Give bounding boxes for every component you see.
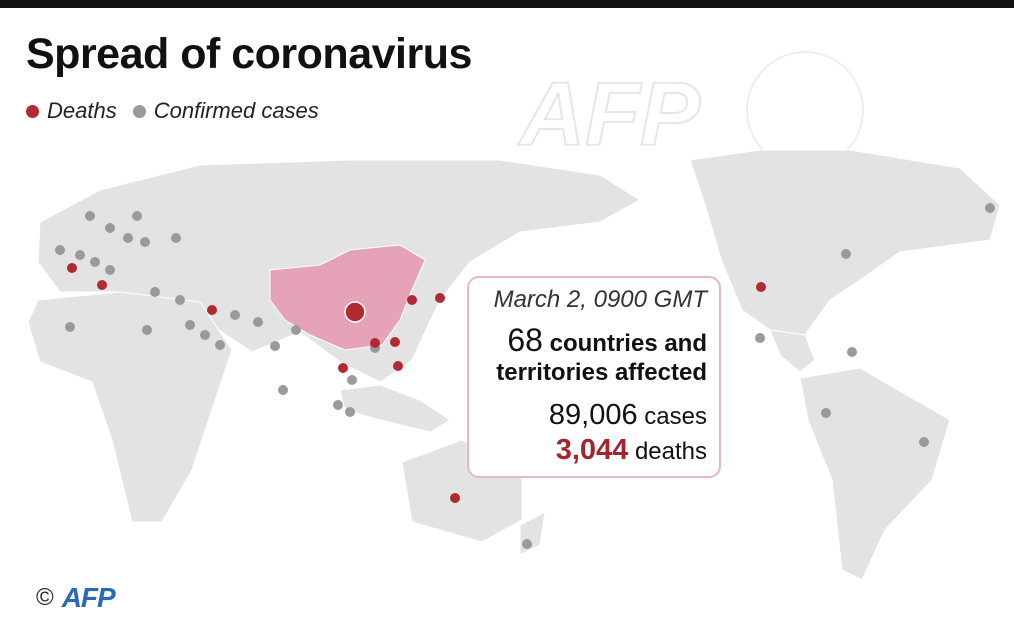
countries-count: 68 (507, 321, 543, 358)
case-dot (132, 211, 142, 221)
case-dot (55, 245, 65, 255)
case-dot (278, 385, 288, 395)
death-dot (450, 493, 460, 503)
case-dot (90, 257, 100, 267)
death-dot (390, 337, 400, 347)
credit: © AFP (36, 582, 116, 614)
case-dot (270, 341, 280, 351)
legend: Deaths Confirmed cases (26, 98, 319, 124)
case-dot (985, 203, 995, 213)
death-dot (407, 295, 417, 305)
case-dot (291, 325, 301, 335)
death-dot (338, 363, 348, 373)
legend-swatch (26, 104, 39, 118)
cases-label: cases (644, 402, 707, 430)
case-dot (142, 325, 152, 335)
afp-logo: AFP (61, 582, 116, 613)
case-dot (175, 295, 185, 305)
info-date: March 2, 0900 GMT (493, 286, 707, 313)
death-dot (370, 338, 380, 348)
deaths-label: deaths (634, 437, 707, 465)
cases-count: 89,006 (548, 398, 638, 431)
case-dot (522, 539, 532, 549)
new-zealand (519, 511, 546, 556)
deaths-count: 3,044 (555, 433, 629, 466)
death-dot-large (344, 301, 366, 323)
case-dot (755, 333, 765, 343)
se-asia-islands (339, 384, 451, 433)
death-dot (97, 280, 107, 290)
watermark: AFP (518, 65, 701, 165)
legend-label: Deaths (47, 98, 117, 123)
case-dot (253, 317, 263, 327)
south-america (799, 367, 951, 581)
death-dot (67, 263, 77, 273)
legend-swatch (132, 104, 146, 118)
case-dot (919, 437, 929, 447)
death-dots (67, 263, 766, 503)
case-dot (65, 322, 75, 332)
death-dot (435, 293, 445, 303)
case-dot (75, 250, 85, 260)
info-deaths: 3,044 deaths (481, 433, 707, 468)
case-dot (847, 347, 857, 357)
case-dot (333, 400, 343, 410)
case-dot (123, 233, 133, 243)
case-dot (105, 223, 115, 233)
china (269, 244, 426, 351)
case-dot (140, 237, 150, 247)
africa (27, 291, 233, 523)
top-bar (0, 0, 1014, 8)
info-box: March 2, 0900 GMT 68 countries and terri… (467, 276, 721, 478)
case-dot (185, 320, 195, 330)
north-america (689, 149, 1001, 336)
legend-label: Confirmed cases (153, 98, 319, 123)
case-dot (841, 249, 851, 259)
death-dot (756, 282, 766, 292)
title: Spread of coronavirus (26, 30, 472, 78)
case-dot (821, 408, 831, 418)
case-dot (171, 233, 181, 243)
central-america (769, 329, 816, 373)
death-dot (207, 305, 217, 315)
case-dot (347, 375, 357, 385)
info-countries: 68 countries and (481, 321, 707, 359)
case-dot (230, 310, 240, 320)
confirmed-case-dots (55, 203, 995, 549)
continents (27, 149, 1001, 581)
copyright: © (36, 584, 54, 611)
case-dot (85, 211, 95, 221)
case-dot (200, 330, 210, 340)
countries-text: countries and (549, 329, 707, 357)
death-dot (393, 361, 403, 371)
countries-text: territories affected (496, 359, 707, 387)
case-dot (105, 265, 115, 275)
case-dot (215, 340, 225, 350)
info-cases: 89,006 cases (481, 398, 707, 433)
case-dot (150, 287, 160, 297)
case-dot (345, 407, 355, 417)
